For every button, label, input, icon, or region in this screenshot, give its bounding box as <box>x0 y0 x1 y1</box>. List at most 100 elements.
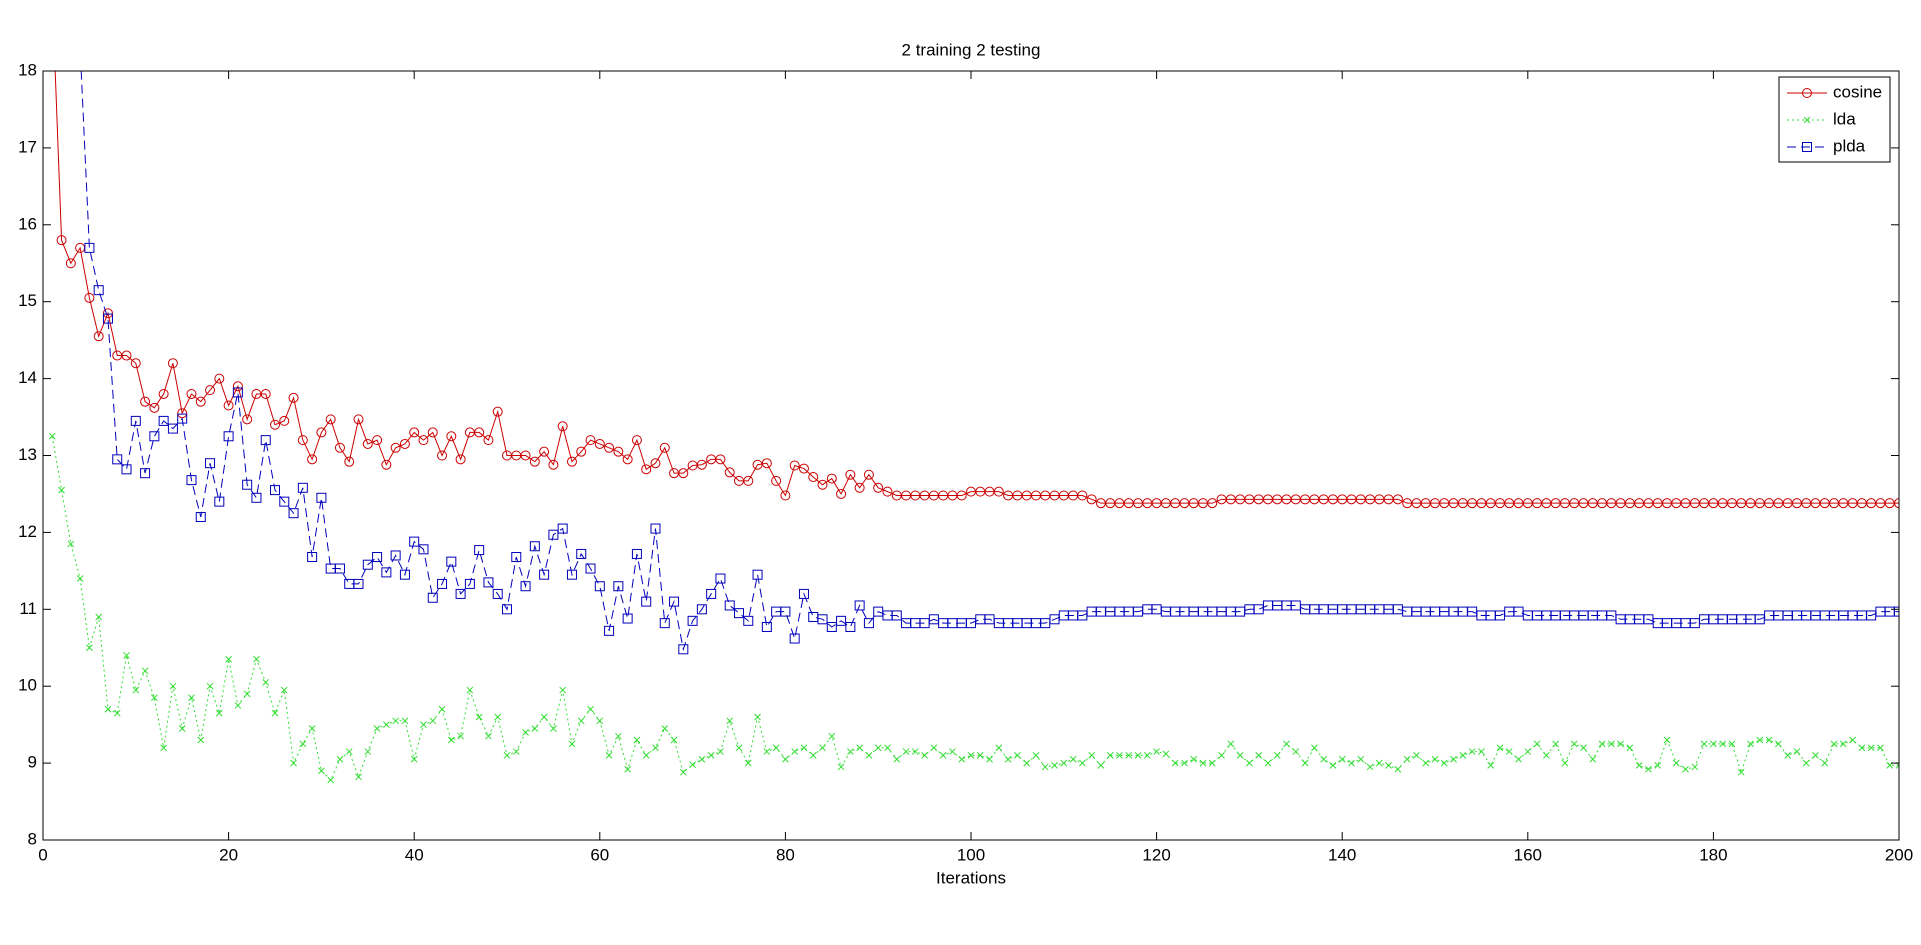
point <box>455 588 466 599</box>
point <box>130 415 141 426</box>
point <box>390 442 401 453</box>
point <box>687 615 698 626</box>
point <box>1190 755 1198 763</box>
point <box>1589 755 1597 763</box>
point <box>993 486 1004 497</box>
point <box>243 690 251 698</box>
point <box>427 427 438 438</box>
point <box>845 469 856 480</box>
point <box>1505 748 1513 755</box>
point <box>438 705 446 713</box>
point <box>223 400 234 411</box>
point <box>279 496 290 507</box>
point <box>1125 752 1133 759</box>
point <box>659 442 670 453</box>
y-tick-label: 16 <box>18 214 37 233</box>
point <box>650 458 661 469</box>
point <box>1598 740 1606 748</box>
point <box>373 725 381 732</box>
x-tick-label: 120 <box>1142 845 1170 864</box>
point <box>437 450 448 461</box>
point <box>1765 736 1773 744</box>
x-tick-label: 140 <box>1328 845 1356 864</box>
point <box>260 435 271 446</box>
point <box>344 456 355 467</box>
point <box>949 748 956 755</box>
point <box>457 732 464 740</box>
point <box>327 776 335 784</box>
point <box>410 755 418 763</box>
point <box>297 435 308 446</box>
point <box>399 569 410 580</box>
point <box>308 725 316 732</box>
point <box>715 573 726 584</box>
point <box>715 454 726 465</box>
point <box>576 446 587 457</box>
point <box>1375 759 1383 767</box>
point <box>206 682 214 690</box>
point <box>566 569 577 580</box>
x-tick-label: 160 <box>1514 845 1542 864</box>
point <box>93 331 104 342</box>
point <box>1394 765 1402 773</box>
point <box>1561 759 1569 767</box>
point <box>130 358 141 369</box>
point <box>641 464 652 475</box>
point <box>197 736 205 744</box>
point <box>409 536 420 547</box>
point <box>1775 740 1782 748</box>
point <box>1403 755 1411 763</box>
point <box>1060 759 1068 767</box>
point <box>1894 606 1899 617</box>
point <box>854 482 865 493</box>
point <box>550 725 557 732</box>
point <box>325 414 336 425</box>
point <box>234 702 242 709</box>
y-tick-label: 11 <box>19 599 37 618</box>
point <box>540 713 548 721</box>
point <box>195 396 206 407</box>
point <box>696 459 707 470</box>
point <box>355 773 362 781</box>
point <box>604 442 615 453</box>
point <box>48 432 56 440</box>
point <box>845 621 856 632</box>
point <box>863 618 874 629</box>
point <box>1357 755 1365 763</box>
y-tick-label: 8 <box>28 829 37 848</box>
point <box>1069 755 1077 763</box>
chart-title: 2 training 2 testing <box>902 40 1041 59</box>
point <box>539 569 550 580</box>
point <box>418 544 429 555</box>
point <box>186 388 197 399</box>
point <box>149 431 160 442</box>
point <box>158 415 169 426</box>
point <box>1719 740 1727 748</box>
point <box>67 540 75 548</box>
point <box>1392 494 1403 505</box>
point <box>976 752 984 759</box>
point <box>492 406 503 417</box>
point <box>1552 740 1559 748</box>
point <box>1320 755 1327 763</box>
point <box>1079 759 1086 767</box>
point <box>511 552 522 563</box>
point <box>56 235 67 246</box>
point <box>84 292 95 303</box>
point <box>1672 759 1680 767</box>
point <box>1570 740 1578 748</box>
point <box>390 550 401 561</box>
x-tick-label: 60 <box>590 845 609 864</box>
point <box>817 479 828 490</box>
point <box>1691 763 1699 771</box>
point <box>744 759 752 767</box>
point <box>873 482 884 493</box>
y-tick-label: 18 <box>18 60 37 79</box>
point <box>958 755 966 763</box>
point <box>362 559 373 570</box>
point <box>1607 740 1615 748</box>
point <box>242 414 253 425</box>
point <box>215 709 223 717</box>
point <box>1793 748 1801 755</box>
point <box>104 705 112 713</box>
